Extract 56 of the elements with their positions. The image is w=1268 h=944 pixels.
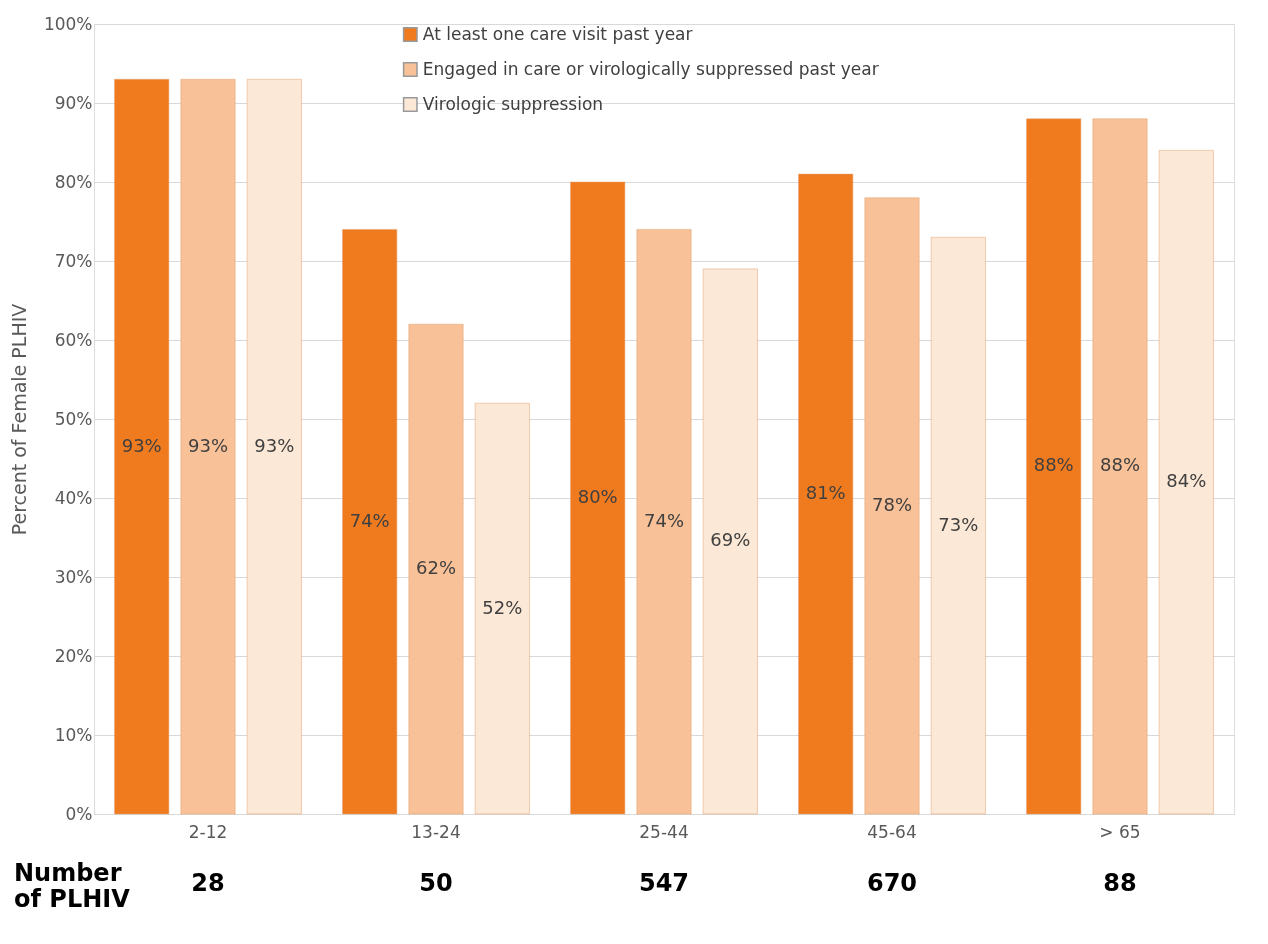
text: 50 [419, 869, 453, 897]
text: 88 [1103, 869, 1137, 897]
data-label: 88% [1033, 454, 1074, 476]
bar [1092, 118, 1148, 815]
text: 670 [866, 869, 918, 897]
x-tick-label: > 65 [1099, 821, 1141, 842]
x-tick-label: 13-24 [411, 821, 461, 842]
data-label: 74% [349, 509, 390, 531]
legend-label: At least one care visit past year [422, 23, 693, 44]
y-tick-label: 30% [54, 566, 93, 587]
data-label: 88% [1099, 454, 1141, 476]
data-label: 81% [805, 482, 846, 504]
data-label: 84% [1166, 470, 1207, 492]
x-tick-label: 2-12 [188, 821, 228, 842]
bar [474, 402, 530, 815]
y-tick-label: 70% [54, 250, 93, 271]
legend-label: Virologic suppression [422, 93, 604, 114]
y-tick-label: 0% [65, 803, 93, 824]
y-tick-label: 60% [54, 329, 93, 350]
bar [180, 79, 236, 815]
bar [1158, 150, 1214, 815]
data-label: 62% [415, 557, 457, 579]
y-tick-label: 80% [54, 171, 93, 192]
y-tick-label: 10% [54, 724, 93, 745]
y-tick-label: 100% [43, 13, 93, 34]
bar [1026, 118, 1082, 815]
y-axis-title: Percent of Female PLHIV [7, 303, 30, 536]
y-tick-label: 50% [54, 408, 93, 429]
bar [864, 197, 920, 815]
y-tick-label: 40% [54, 487, 93, 508]
legend-label: Engaged in care or virologically suppressed past year [422, 58, 879, 79]
x-tick-label: 25-44 [639, 821, 689, 842]
bar [702, 268, 758, 815]
bar [246, 79, 302, 815]
bar [930, 237, 986, 815]
text: 547 [638, 869, 690, 897]
data-label: 80% [577, 486, 618, 507]
y-tick-label: 90% [54, 92, 93, 113]
x-tick-label: 45-64 [867, 821, 917, 842]
text: 28 [191, 869, 225, 897]
data-label: 73% [938, 513, 979, 535]
bar [342, 229, 398, 815]
bar [114, 79, 170, 815]
data-label: 74% [643, 509, 685, 531]
data-label: 93% [254, 434, 295, 456]
data-label: 78% [871, 493, 913, 515]
bar [408, 323, 464, 815]
text: Number of PLHIV [14, 859, 131, 913]
bar [570, 181, 626, 815]
bar [798, 173, 854, 815]
data-label: 52% [482, 596, 523, 618]
data-label: 69% [710, 529, 751, 551]
data-label: 93% [187, 434, 229, 456]
data-label: 93% [121, 434, 162, 456]
bar [636, 229, 692, 815]
y-tick-label: 20% [54, 645, 93, 666]
